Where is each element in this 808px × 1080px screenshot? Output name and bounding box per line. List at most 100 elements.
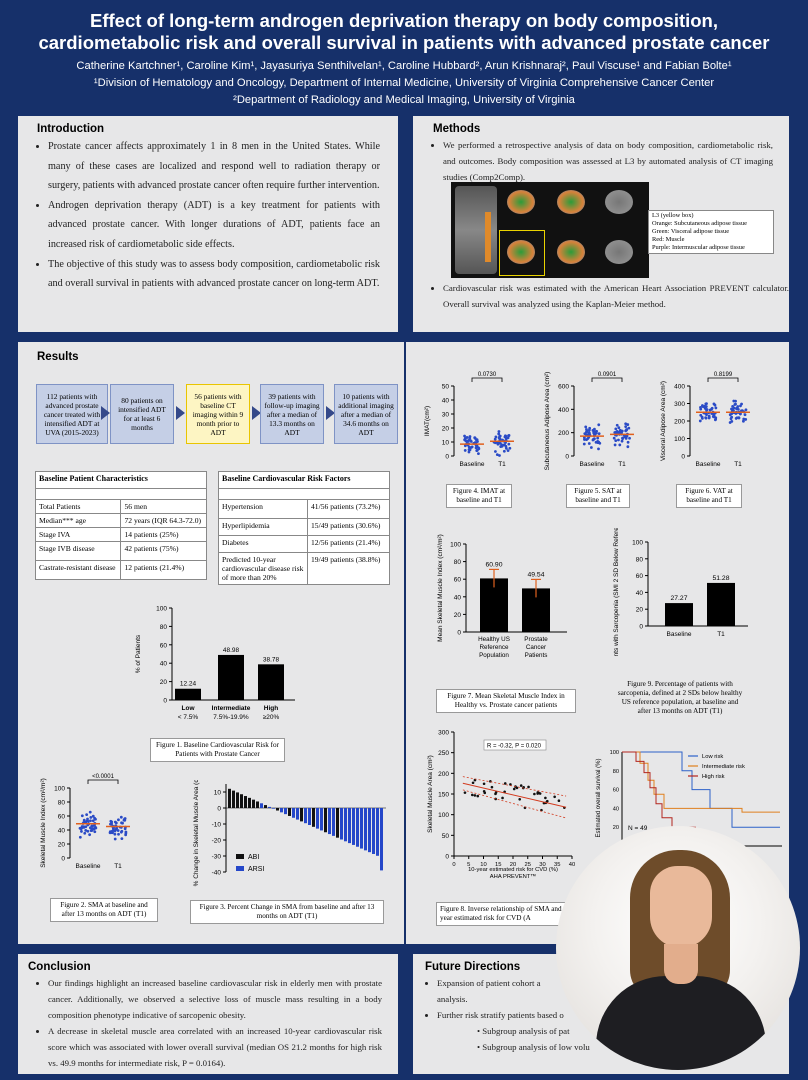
data-point: [92, 827, 96, 830]
ct-legend-title: L3 (yellow box): [652, 212, 694, 219]
data-point: [504, 434, 508, 438]
data-point: [618, 443, 622, 447]
data-point: [80, 830, 83, 833]
data-point: [589, 446, 593, 449]
bar: [376, 808, 379, 856]
data-label: 27.27: [670, 595, 687, 602]
bar: [240, 794, 243, 808]
data-point: [463, 449, 467, 452]
figure-caption: Figure 2. SMA at baseline and after 13 m…: [50, 898, 158, 922]
data-point: [82, 818, 86, 822]
table-row: Diabetes 12/56 patients (21.4%): [218, 535, 390, 553]
data-point: [597, 447, 600, 451]
y-tick-label: 40: [442, 398, 450, 405]
data-point: [471, 781, 475, 785]
data-point: [476, 794, 480, 798]
presenter-neck: [664, 944, 698, 984]
x-tick-label: Prostate: [524, 636, 548, 643]
data-point: [730, 415, 734, 419]
affiliation-1: ¹Division of Hematology and Oncology, De…: [93, 77, 715, 89]
data-point: [84, 828, 88, 832]
bar: [300, 808, 303, 822]
bar: [360, 808, 363, 849]
bar: [707, 582, 735, 626]
fig1-risk-bar-chart: 0 20 40 60 80 100 % of Patients 12.24 Low < 7.5% 4…: [135, 606, 295, 721]
flow-arrow: [252, 406, 261, 420]
legend-label: ARSI: [248, 866, 264, 873]
bar: [248, 797, 251, 808]
legend-label: High risk: [702, 774, 725, 780]
data-label: 38.78: [263, 656, 280, 663]
y-tick-label: 0: [639, 624, 643, 631]
table-header: Baseline Patient Characteristics: [35, 471, 207, 489]
bar: [264, 805, 267, 808]
data-point: [119, 830, 123, 834]
y-tick-label: 60: [454, 577, 462, 584]
fig4-imat-dot-plot: 0 10 20 30 40 50 IMAT(cm²) Baseline T1 0.0730: [424, 372, 514, 468]
bar: [336, 808, 339, 838]
data-point: [626, 440, 630, 444]
bar: [284, 808, 287, 815]
results-divider: [404, 342, 406, 944]
data-point: [109, 819, 113, 823]
y-axis-label: Mean Skeletal Muscle Index (cm²/m²): [437, 534, 444, 642]
data-point: [584, 433, 588, 437]
y-tick-label: 60: [636, 573, 644, 580]
table-row: Median*** age 72 years (IQR 64.3-72.0): [34, 513, 207, 528]
data-point: [519, 784, 523, 787]
bar: [260, 803, 263, 808]
significance-bracket: [471, 377, 503, 382]
data-point: [89, 815, 93, 819]
bar: [340, 808, 343, 840]
data-point: [482, 782, 486, 786]
data-label: 12.24: [180, 681, 197, 688]
data-point: [614, 439, 618, 443]
presenter-video: [556, 826, 800, 1070]
data-point: [596, 436, 600, 440]
data-point: [503, 782, 507, 785]
data-point: [704, 402, 708, 406]
methods-bullet: Cardiovascular risk was estimated with t…: [443, 280, 789, 312]
flow-arrow: [176, 406, 185, 420]
methods-bullet: We performed a retrospective analysis of…: [443, 137, 773, 185]
data-point: [85, 813, 89, 817]
y-tick-label: 0: [217, 806, 221, 813]
data-point: [502, 449, 506, 453]
bar: [312, 808, 315, 827]
flow-arrow: [326, 406, 335, 420]
fig2-sma-dot-plot: 0 20 40 60 80 100 Skeletal Muscle Index (cm²/m…: [40, 774, 130, 870]
x-tick-label: Baseline: [667, 631, 692, 638]
data-point: [80, 814, 84, 818]
bar: [320, 808, 323, 831]
intro-bullet: The objective of this study was to asses…: [48, 255, 380, 294]
data-point: [494, 435, 498, 439]
flow-box-2: 80 patients on intensified ADT for at le…: [110, 384, 174, 444]
data-point: [497, 436, 501, 440]
data-point: [477, 447, 481, 451]
data-point: [582, 442, 586, 446]
bar: [252, 799, 255, 808]
y-tick-label: 20: [454, 612, 462, 619]
y-tick-label: 0: [163, 698, 167, 705]
y-axis-label: Estimated overall survival (%): [596, 758, 602, 837]
affiliation-2: ²Department of Radiology and Medical Ima…: [233, 94, 575, 106]
data-point: [497, 432, 501, 436]
y-axis-label: IMAT(cm²): [424, 406, 431, 436]
x-tick-label: High: [264, 705, 278, 712]
table-row: Predicted 10-year cardiovascular disease…: [218, 552, 390, 585]
significance-bracket: [87, 779, 119, 784]
y-tick-label: 60: [160, 642, 168, 649]
data-point: [557, 799, 561, 803]
y-tick-label: 400: [674, 384, 685, 391]
table-row: Castrate-resistant disease 12 patients (2…: [34, 560, 207, 580]
flow-arrow: [101, 406, 110, 420]
data-point: [625, 428, 629, 431]
data-point: [584, 425, 588, 429]
bar: [218, 654, 244, 700]
data-point: [735, 407, 739, 411]
y-tick-label: 100: [156, 606, 167, 613]
data-point: [113, 820, 117, 824]
data-point: [593, 427, 596, 431]
ct-legend-line: Purple: Intermuscular adipose tissue: [652, 244, 745, 251]
conclusion-bullet: A decrease in skeletal muscle area corre…: [48, 1023, 382, 1071]
